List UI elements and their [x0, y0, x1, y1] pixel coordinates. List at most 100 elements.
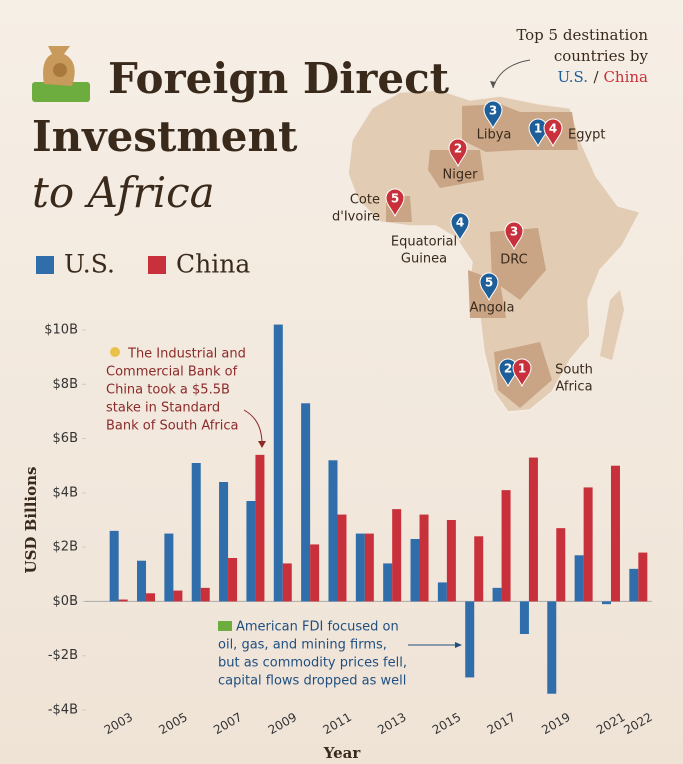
bar: [601, 601, 611, 605]
map-label: Angola: [470, 301, 515, 316]
map-pin-number: 4: [456, 216, 464, 230]
y-tick-label: -$2B: [48, 648, 78, 663]
map-label: Guinea: [401, 252, 447, 267]
map-pin-number: 3: [489, 104, 497, 118]
map-pin-number: 2: [454, 142, 462, 156]
bar: [519, 601, 529, 634]
bar: [109, 530, 119, 602]
bar: [200, 587, 210, 602]
map-pin: [450, 212, 470, 242]
bar: [410, 539, 420, 602]
annotation: oil, gas, and mining firms,: [218, 638, 387, 653]
y-tick-label: $0B: [53, 594, 78, 609]
bar: [301, 403, 311, 602]
annotation: Bank of South Africa: [106, 419, 238, 434]
y-tick-label: $6B: [53, 431, 78, 446]
annotation: Commercial Bank of: [106, 365, 238, 380]
y-axis-label: USD Billions: [22, 467, 40, 574]
bar: [583, 487, 593, 602]
map-pin-number: 4: [549, 122, 557, 136]
annotation-icon: [218, 621, 232, 631]
bar: [355, 533, 365, 602]
map-heading-china: China: [603, 68, 648, 86]
y-tick-label: $8B: [53, 377, 78, 392]
legend-swatch: [36, 256, 54, 274]
bar: [437, 582, 447, 602]
map-pin-number: 5: [391, 192, 399, 206]
bar: [629, 568, 639, 602]
map-pin: [483, 100, 503, 130]
bar: [556, 528, 566, 602]
y-tick-label: $2B: [53, 540, 78, 555]
bar: [392, 509, 402, 602]
bar: [310, 544, 320, 602]
annotation: China took a $5.5B: [106, 383, 230, 398]
map-pin-number: 5: [485, 276, 493, 290]
map-pin-number: 1: [518, 362, 526, 376]
x-axis-label: Year: [323, 744, 362, 762]
map-label: Egypt: [568, 128, 606, 143]
annotation: stake in Standard: [106, 401, 220, 416]
bar: [610, 465, 620, 602]
map-label: Africa: [555, 380, 592, 395]
bar: [146, 593, 156, 602]
map-pin: [543, 118, 563, 148]
title: Foreign Direct: [108, 54, 450, 103]
y-tick-label: $4B: [53, 485, 78, 500]
bar: [528, 457, 538, 602]
annotation: capital flows dropped as well: [218, 674, 406, 689]
map-pin: [512, 358, 532, 388]
bar: [574, 555, 584, 602]
bar: [255, 454, 265, 602]
bar: [164, 533, 174, 602]
bar: [383, 563, 393, 602]
annotation-arrow: [243, 409, 263, 445]
map-pin-number: 1: [534, 122, 542, 136]
legend-label: China: [176, 250, 250, 279]
map-pin-number: 3: [510, 225, 518, 239]
bar: [492, 587, 502, 602]
bar: [219, 482, 229, 602]
annotation: but as commodity prices fell,: [218, 656, 407, 671]
bar: [638, 552, 648, 602]
map-heading: Top 5 destination: [516, 26, 648, 44]
bar: [282, 563, 292, 602]
annotation-arrow-head: [258, 441, 266, 448]
bar: [228, 558, 238, 602]
bar: [118, 599, 128, 602]
map-pin: [448, 138, 468, 168]
madagascar: [600, 290, 624, 360]
annotation-arrow-head: [455, 642, 462, 648]
bar: [501, 490, 511, 602]
annotation: The Industrial and: [127, 347, 246, 362]
map-label: DRC: [500, 253, 527, 268]
bar: [474, 536, 484, 602]
map-heading: countries by: [554, 47, 649, 65]
map-pin: [385, 188, 405, 218]
bar: [137, 560, 147, 602]
bar: [547, 601, 557, 694]
bar: [337, 514, 347, 602]
map-pin: [504, 221, 524, 251]
bar: [328, 460, 338, 602]
annotation-icon: [110, 347, 120, 357]
money-icon: [32, 46, 90, 102]
map-heading-us: U.S.: [557, 68, 588, 86]
bar: [273, 324, 283, 602]
bar: [246, 501, 256, 602]
map-label: Niger: [443, 168, 479, 183]
map-label: South: [555, 363, 593, 378]
map-label: Libya: [477, 128, 512, 143]
y-tick-label: $10B: [44, 323, 78, 338]
title: Investment: [32, 112, 298, 161]
map-heading-sep: /: [593, 68, 599, 86]
bar: [465, 601, 475, 678]
map-pin: [528, 118, 548, 148]
map-label: Equatorial: [391, 235, 457, 250]
map-pin: [479, 272, 499, 302]
title: to Africa: [32, 168, 215, 217]
annotation: American FDI focused on: [236, 620, 399, 635]
map-label: d'Ivoire: [332, 210, 380, 225]
